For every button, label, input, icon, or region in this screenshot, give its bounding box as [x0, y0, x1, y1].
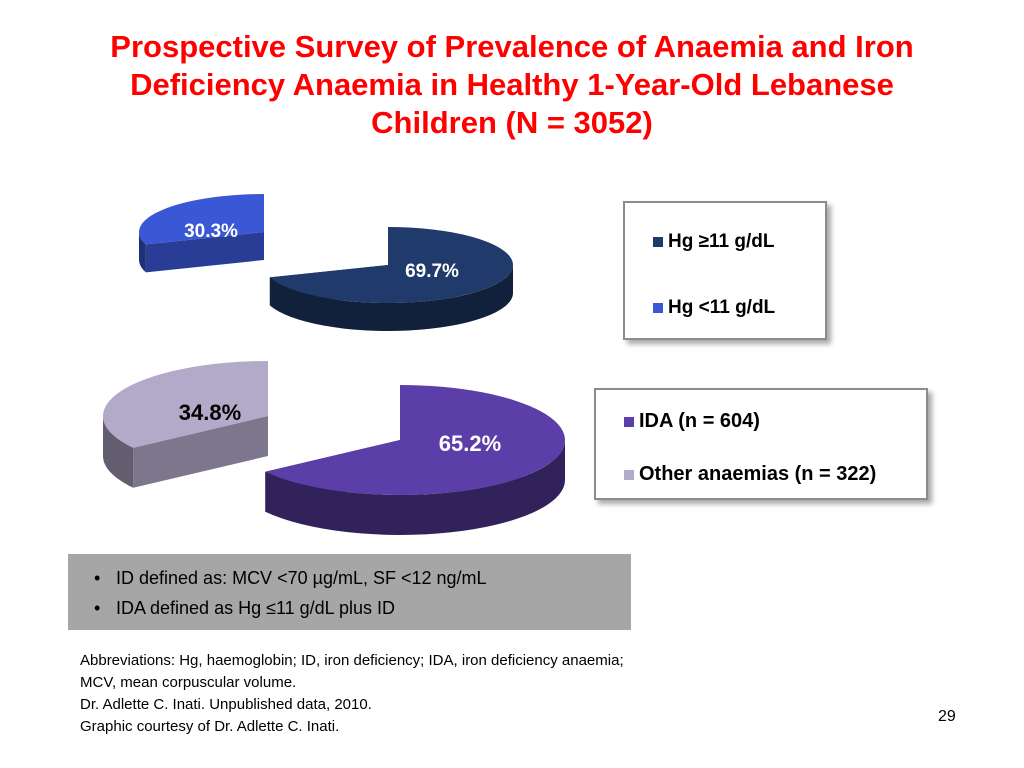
pie2-slice-2-top — [103, 361, 268, 448]
slide-title: Prospective Survey of Prevalence of Anae… — [20, 28, 1004, 141]
legend-item-hg-normal: Hg ≥11 g/dL — [653, 231, 775, 253]
legend-swatch-hg-low — [653, 303, 663, 313]
pie1-slice-1-top — [269, 227, 514, 303]
legend-label-ida: IDA (n = 604) — [639, 410, 760, 432]
pie1-slice-2-wall — [145, 232, 264, 273]
pie2-data-label-1: 65.2% — [439, 431, 501, 456]
definition-ida: IDA defined as Hg ≤11 g/dL plus ID — [94, 593, 487, 623]
footnote-line-2: MCV, mean corpuscular volume. — [80, 674, 297, 691]
definition-id: ID defined as: MCV <70 µg/mL, SF <12 ng/… — [94, 563, 487, 593]
legend-swatch-ida — [624, 416, 634, 427]
legend-item-ida: IDA (n = 604) — [624, 410, 760, 433]
pie2-slice-2-rim — [103, 416, 134, 488]
legend-swatch-other-anaemias — [624, 469, 634, 480]
pie1-slice-2: 30.3% — [139, 194, 264, 273]
footnote-line-4: Graphic courtesy of Dr. Adlette C. Inati… — [80, 718, 340, 735]
pie1-data-label-2: 30.3% — [184, 221, 238, 242]
title-line-1: Prospective Survey of Prevalence of Anae… — [110, 29, 914, 64]
footnote-line-3: Dr. Adlette C. Inati. Unpublished data, … — [80, 696, 372, 713]
footnote-line-1: Abbreviations: Hg, haemoglobin; ID, iron… — [80, 652, 624, 669]
legend-item-hg-low: Hg <11 g/dL — [653, 297, 775, 319]
footnotes: Abbreviations: Hg, haemoglobin; ID, iron… — [80, 650, 624, 738]
pie1-slice-1-rim — [269, 265, 513, 331]
pie2-slice-2: 34.8% — [103, 361, 268, 488]
legend-label-other-anaemias: Other anaemias (n = 322) — [639, 463, 877, 485]
legend-hemoglobin: Hg ≥11 g/dL Hg <11 g/dL — [623, 201, 827, 340]
pie2-slice-2-wall — [133, 416, 268, 488]
pie2-data-label-2: 34.8% — [179, 400, 241, 425]
legend-anaemia-type: IDA (n = 604) Other anaemias (n = 322) — [594, 388, 928, 500]
legend-swatch-hg-normal — [653, 237, 663, 247]
definitions-box: ID defined as: MCV <70 µg/mL, SF <12 ng/… — [68, 554, 631, 630]
title-line-2: Deficiency Anaemia in Healthy 1-Year-Old… — [130, 66, 894, 102]
title-line-3: Children (N = 3052) — [371, 104, 653, 140]
pie2-slice-1: 65.2% — [265, 385, 565, 535]
legend-label-hg-normal: Hg ≥11 g/dL — [668, 231, 775, 252]
pie2-slice-1-rim — [265, 440, 565, 535]
legend-item-other-anaemias: Other anaemias (n = 322) — [624, 463, 876, 486]
pie1-slice-2-rim — [139, 232, 146, 273]
legend-label-hg-low: Hg <11 g/dL — [668, 297, 776, 318]
pie1-slice-1: 69.7% — [269, 227, 514, 331]
pie1-slice-2-top — [139, 194, 264, 245]
page-number: 29 — [938, 708, 956, 725]
pie1-data-label-1: 69.7% — [405, 261, 459, 282]
pie2-slice-1-top — [265, 385, 565, 495]
